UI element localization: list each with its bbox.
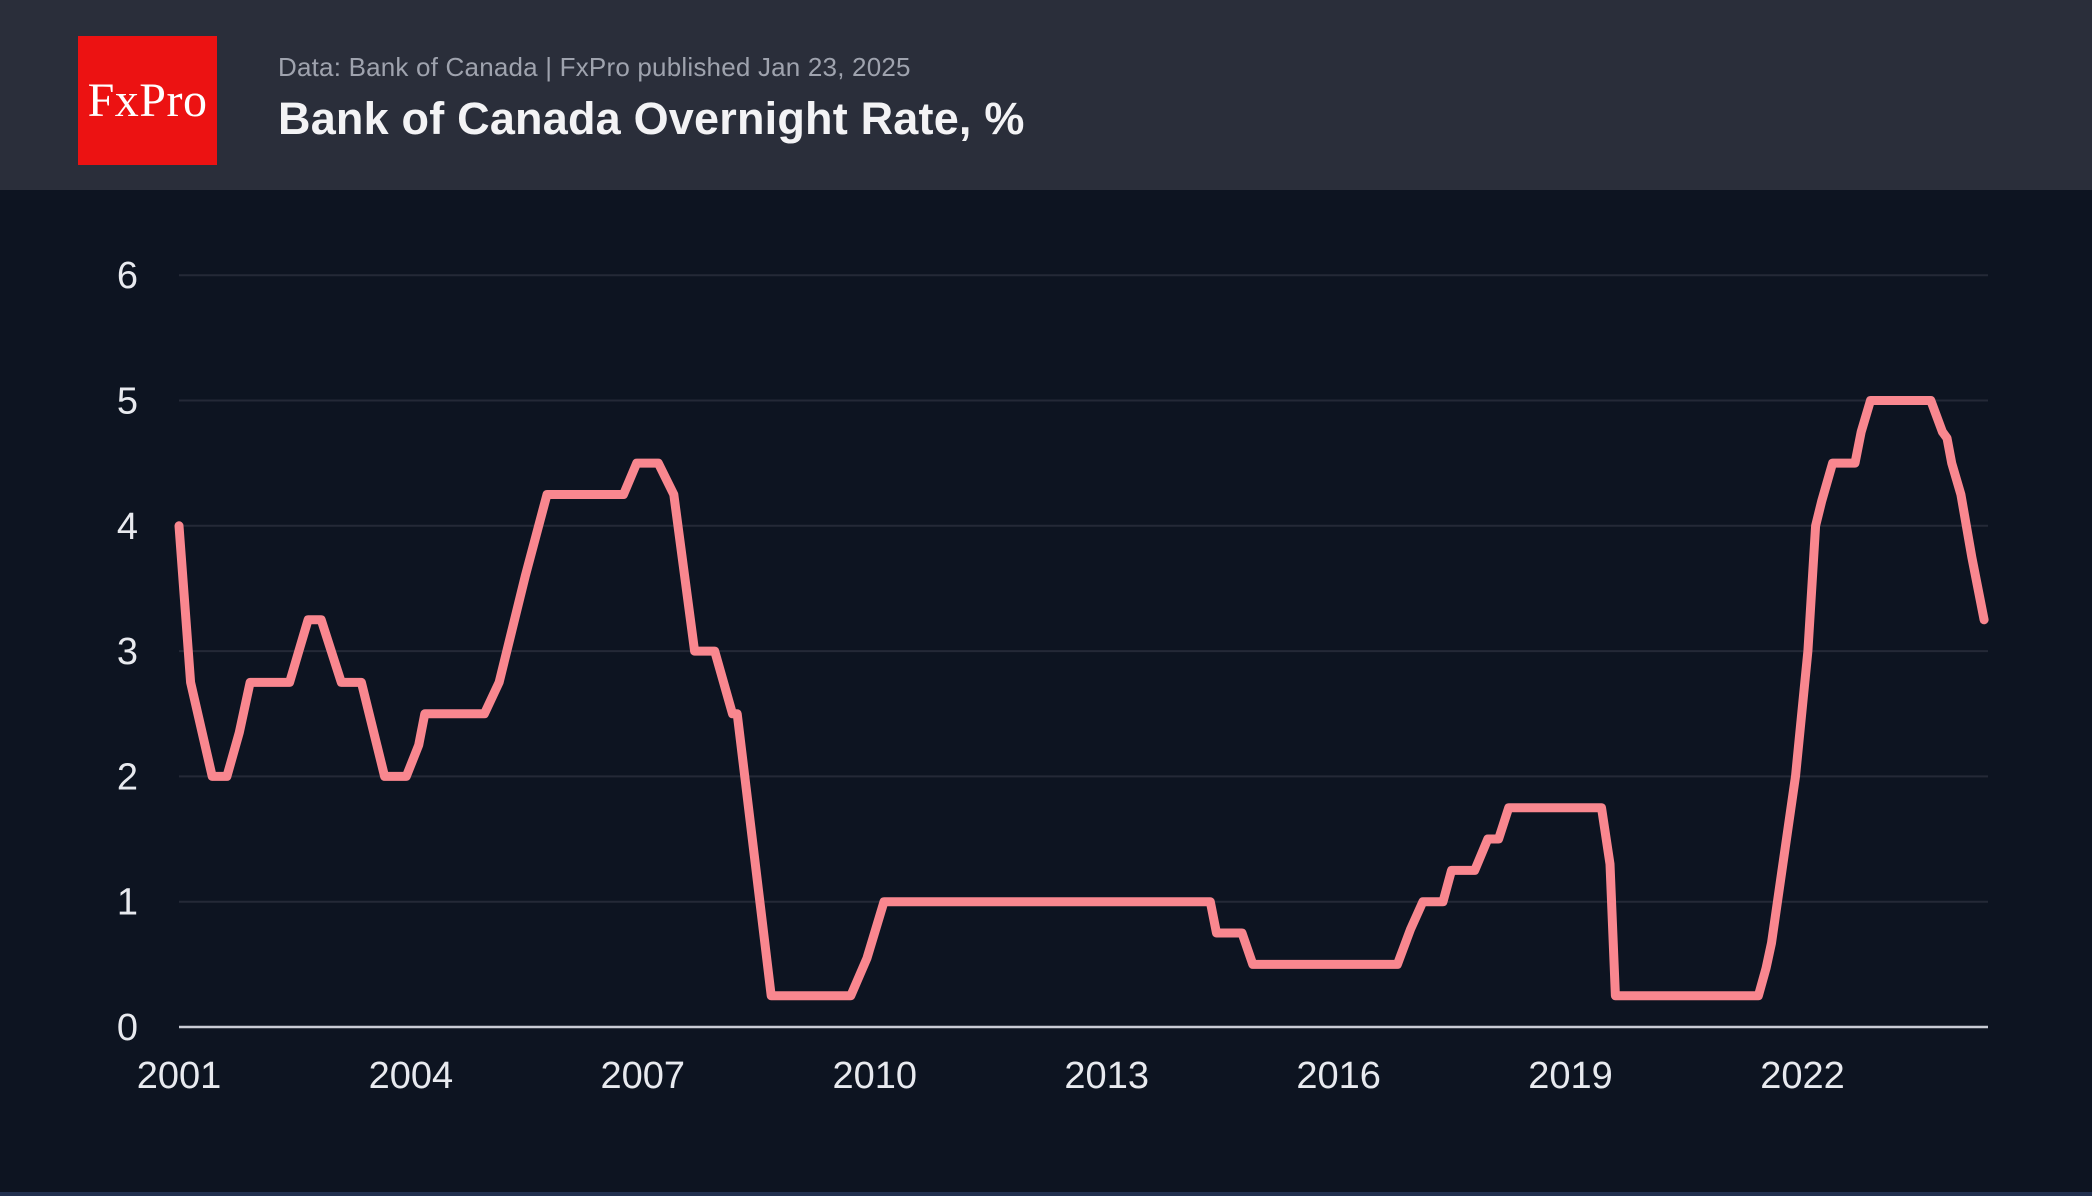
header-text: Data: Bank of Canada | FxPro published J… (278, 52, 1025, 145)
y-tick-label: 6 (117, 255, 138, 297)
rate-line-chart: 0 1 2 3 4 5 6 2001 2004 2007 2010 2013 2016 2019 2022 (117, 255, 1989, 1097)
fxpro-logo-text: FxPro (87, 73, 208, 127)
bottom-accent-strip (0, 1192, 2092, 1196)
data-source-line: Data: Bank of Canada | FxPro published J… (278, 51, 911, 82)
x-tick-label: 2001 (137, 1055, 222, 1097)
page-title: Bank of Canada Overnight Rate, % (278, 92, 1025, 144)
x-tick-label: 2013 (1064, 1055, 1149, 1097)
y-tick-label: 2 (117, 756, 138, 798)
rate-line-path (174, 396, 1989, 1001)
x-tick-label: 2016 (1296, 1055, 1381, 1097)
x-tick-label: 2022 (1760, 1055, 1845, 1097)
y-tick-label: 3 (117, 631, 138, 673)
y-tick-label: 1 (117, 882, 138, 924)
x-tick-label: 2010 (833, 1055, 918, 1097)
x-tick-label: 2004 (369, 1055, 454, 1097)
header: FxPro Data: Bank of Canada | FxPro publi… (0, 0, 2092, 190)
x-tick-label: 2007 (601, 1055, 686, 1097)
fxpro-logo: FxPro (78, 35, 217, 165)
y-tick-label: 5 (117, 381, 138, 423)
x-tick-label: 2019 (1528, 1055, 1613, 1097)
y-tick-label: 0 (117, 1007, 138, 1049)
y-tick-label: 4 (117, 506, 138, 548)
